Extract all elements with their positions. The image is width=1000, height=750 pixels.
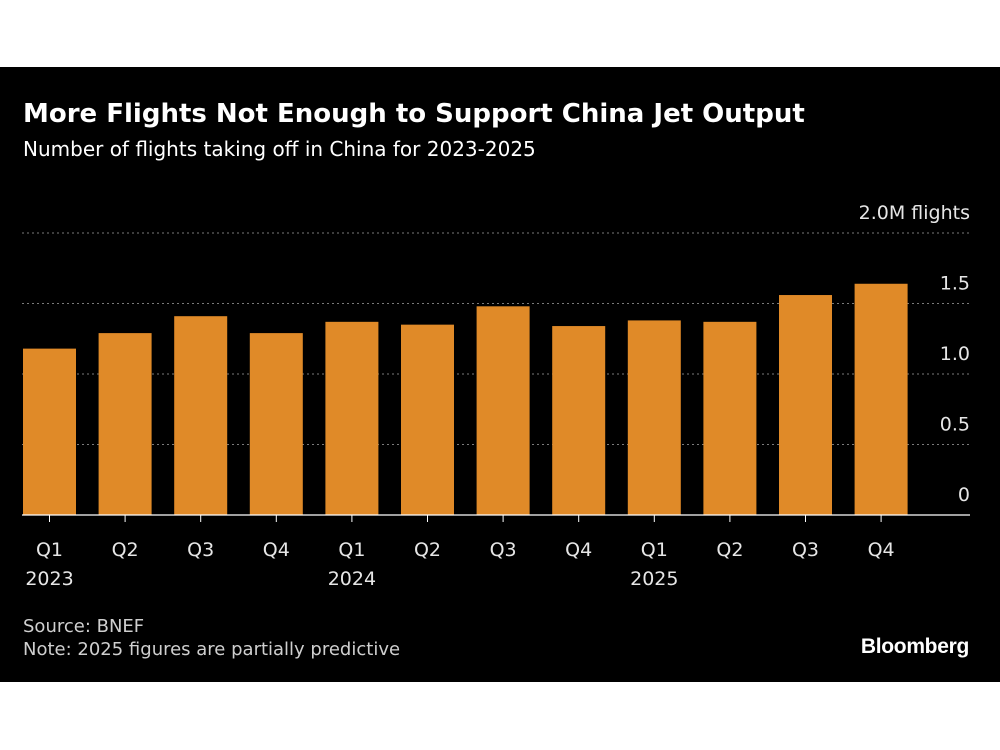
bar-chart: 0 0.5 1.0 1.5 2.0M flights Q1 2023 Q2 Q3 Q4 Q1 202…: [22, 202, 970, 590]
bar: [98, 333, 152, 515]
bar: [249, 333, 303, 515]
chart-frame: More Flights Not Enough to Support China…: [0, 67, 1000, 682]
x-year-label: 2023: [25, 568, 73, 590]
chart-title: More Flights Not Enough to Support China…: [23, 99, 805, 129]
bar: [476, 306, 530, 515]
x-tick-label: Q2: [414, 539, 441, 561]
note-text: Note: 2025 figures are partially predict…: [23, 639, 401, 660]
x-tick-label: Q2: [112, 539, 139, 561]
bar: [703, 321, 757, 515]
bar: [627, 320, 681, 515]
x-axis-labels: Q1 2023 Q2 Q3 Q4 Q1 2024 Q2 Q3 Q4 Q1 2025 Q2 Q3 Q4: [22, 514, 970, 590]
x-tick-label: Q1: [641, 539, 668, 561]
x-tick-label: Q4: [263, 539, 290, 561]
x-year-label: 2025: [630, 568, 678, 590]
bar: [23, 348, 76, 515]
y-axis-labels: 0 0.5 1.0 1.5 2.0M flights: [859, 202, 970, 506]
y-tick-label: 1.0: [940, 343, 970, 365]
footer-notes: Source: BNEF Note: 2025 figures are part…: [23, 615, 400, 661]
x-tick-label: Q1: [338, 539, 365, 561]
bar: [325, 321, 379, 515]
bloomberg-logo: Bloomberg: [860, 635, 969, 658]
x-tick-label: Q4: [868, 539, 895, 561]
bars: [23, 283, 908, 515]
x-tick-label: Q4: [565, 539, 592, 561]
x-tick-label: Q2: [716, 539, 743, 561]
x-year-label: 2024: [328, 568, 376, 590]
y-tick-label: 2.0M flights: [859, 202, 970, 224]
source-text: Source: BNEF: [23, 616, 145, 637]
bar: [401, 324, 454, 515]
x-tick-label: Q3: [792, 539, 819, 561]
y-tick-label: 0.5: [940, 414, 970, 436]
bar: [779, 295, 832, 515]
bar: [174, 316, 228, 515]
x-tick-label: Q1: [36, 539, 63, 561]
chart-subtitle: Number of flights taking off in China fo…: [23, 137, 536, 161]
bar: [854, 283, 908, 515]
bar: [552, 326, 606, 515]
x-tick-label: Q3: [490, 539, 517, 561]
x-tick-label: Q3: [187, 539, 214, 561]
y-tick-label: 0: [958, 484, 970, 506]
y-tick-label: 1.5: [940, 273, 970, 295]
